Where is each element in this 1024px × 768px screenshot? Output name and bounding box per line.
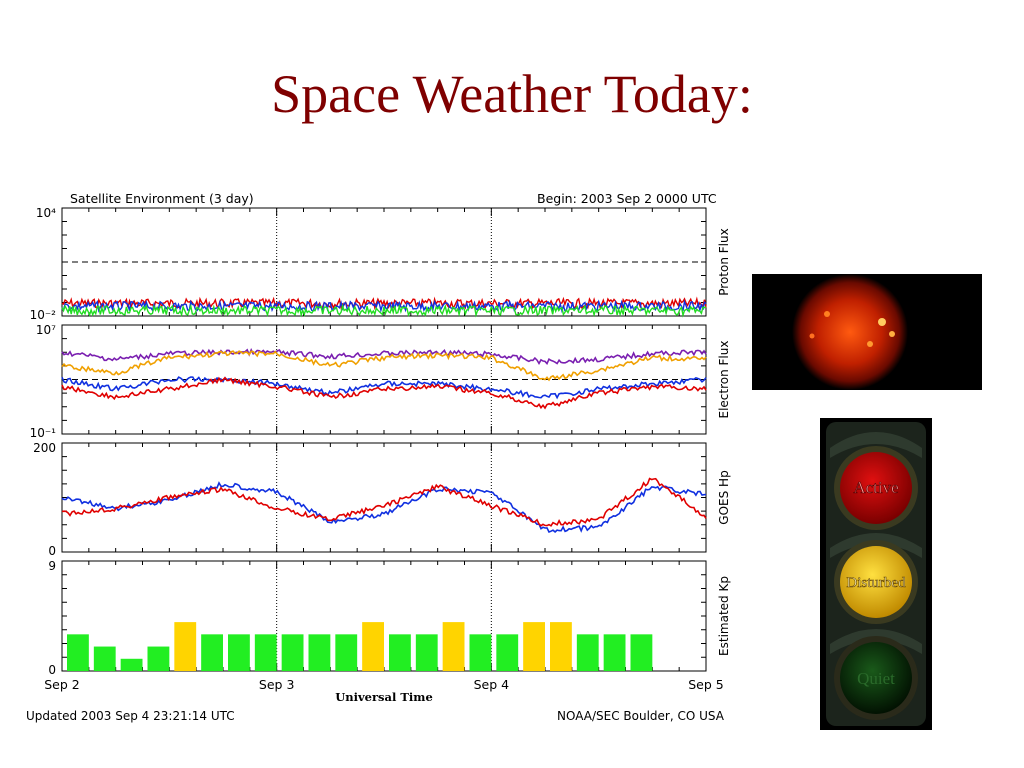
- series-line: [61, 477, 707, 527]
- series-line: [61, 348, 707, 366]
- kp-bar: [630, 634, 653, 671]
- kp-bar: [362, 622, 384, 671]
- kp-bar: [550, 622, 572, 671]
- kp-bar: [67, 634, 89, 671]
- kp-bar: [254, 634, 277, 671]
- sun-disc: [792, 274, 908, 390]
- kp-bar: [120, 658, 143, 671]
- traffic-light: Active Disturbed Quiet: [820, 418, 932, 730]
- kp-bar: [576, 634, 599, 671]
- kp-bar: [415, 634, 438, 671]
- disturbed-label: Disturbed: [846, 575, 906, 591]
- slide-title: Space Weather Today:: [271, 64, 753, 124]
- kp-bar: [523, 622, 545, 671]
- kp-bar: [281, 634, 304, 671]
- active-label: Active: [853, 478, 898, 497]
- quiet-label: Quiet: [857, 669, 895, 688]
- x-axis-label: Universal Time: [335, 690, 433, 704]
- kp-bar: [496, 634, 519, 671]
- y-axis-label: Proton Flux: [717, 228, 731, 295]
- x-tick-label: Sep 3: [259, 677, 295, 692]
- kp-bar: [335, 634, 358, 671]
- y-tick-label-bottom: 10⁻²: [30, 308, 57, 322]
- x-tick-label: Sep 2: [44, 677, 80, 692]
- y-tick-label-bottom: 10⁻¹: [30, 426, 57, 440]
- y-tick-label-bottom: 0: [48, 663, 56, 677]
- kp-bar: [93, 646, 116, 671]
- kp-bar: [389, 634, 411, 671]
- footer-source: NOAA/SEC Boulder, CO USA: [557, 709, 725, 723]
- series-line: [61, 376, 707, 400]
- kp-bar: [147, 646, 170, 671]
- y-axis-label: GOES Hp: [717, 470, 731, 524]
- y-tick-label-top: 200: [33, 441, 56, 455]
- kp-bar: [201, 634, 223, 671]
- x-tick-label: Sep 4: [474, 677, 510, 692]
- footer-updated: Updated 2003 Sep 4 23:21:14 UTC: [26, 709, 235, 723]
- chart-begin-time: Begin: 2003 Sep 2 0000 UTC: [537, 191, 717, 206]
- series-line: [61, 376, 707, 410]
- kp-bar: [469, 634, 492, 671]
- kp-bar: [228, 634, 250, 671]
- y-axis-label: Estimated Kp: [717, 576, 731, 656]
- y-axis-label: Electron Flux: [717, 341, 731, 419]
- chart-title: Satellite Environment (3 day): [70, 191, 254, 206]
- series-line: [61, 303, 707, 318]
- panels: 10⁴ 10⁻² Proton Flux 10⁷ 10⁻¹ Electron Flux 20…: [30, 206, 731, 692]
- sun-xray-image: [752, 274, 982, 390]
- kp-bar: [174, 622, 197, 671]
- kp-bar: [308, 634, 331, 671]
- y-tick-label-top: 10⁴: [36, 206, 56, 220]
- y-tick-label-top: 9: [48, 559, 56, 573]
- y-tick-label-top: 10⁷: [36, 323, 56, 337]
- series-line: [61, 350, 707, 382]
- x-tick-label: Sep 5: [688, 677, 724, 692]
- kp-bar: [442, 622, 465, 671]
- y-tick-label-bottom: 0: [48, 544, 56, 558]
- kp-bar: [603, 634, 626, 671]
